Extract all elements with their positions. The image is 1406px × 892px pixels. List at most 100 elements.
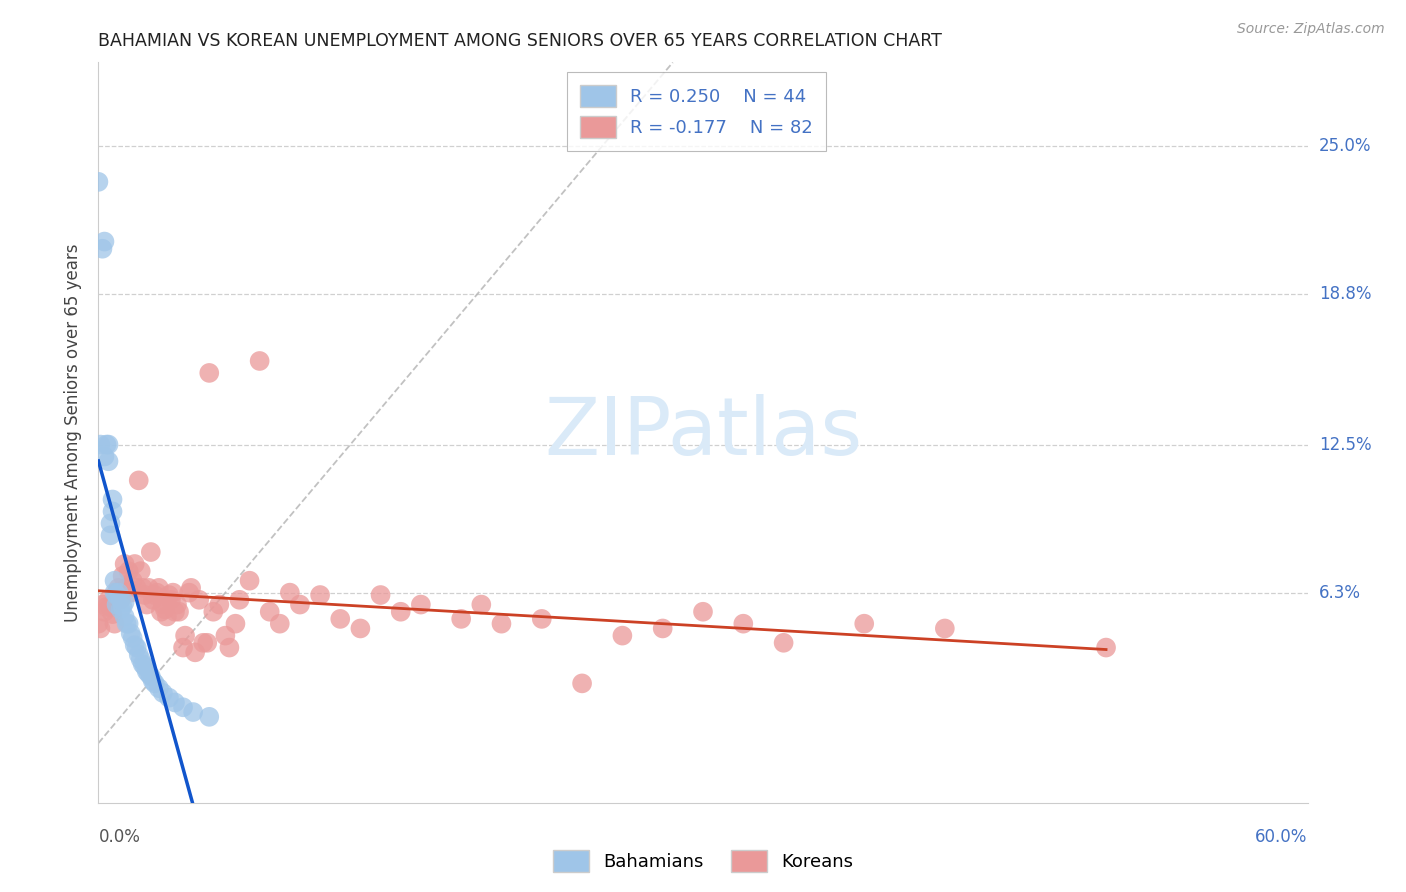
Point [120,626,142,640]
Point [692,605,714,619]
Point [129,564,152,578]
Point [249,354,271,368]
Point [93,235,115,249]
Point [124,638,146,652]
Point [157,690,180,705]
Point [288,598,311,612]
Point [89,622,111,636]
Point [110,602,132,616]
Point [87,175,110,189]
Point [121,574,143,588]
Point [129,652,152,666]
Point [208,598,231,612]
Point [91,242,114,256]
Point [148,681,170,695]
Point [163,605,186,619]
Point [100,516,122,531]
Point [139,545,162,559]
Point [115,581,138,595]
Point [93,450,115,464]
Point [101,504,124,518]
Point [138,581,160,595]
Point [198,710,221,724]
Point [157,588,180,602]
Point [651,622,673,636]
Point [146,585,169,599]
Point [114,595,136,609]
Point [174,629,197,643]
Point [142,592,165,607]
Point [111,599,134,614]
Text: 18.8%: 18.8% [1319,285,1371,303]
Point [309,588,332,602]
Point [329,612,352,626]
Text: 25.0%: 25.0% [1319,137,1371,155]
Point [142,673,165,688]
Point [259,605,281,619]
Point [853,616,876,631]
Point [228,592,250,607]
Point [96,437,118,451]
Text: ZIPatlas: ZIPatlas [544,393,862,472]
Point [103,574,125,588]
Point [148,581,170,595]
Point [101,492,124,507]
Point [180,581,202,595]
Point [143,676,166,690]
Point [239,574,262,588]
Point [107,581,129,595]
Point [181,705,204,719]
Point [370,588,392,602]
Point [115,616,138,631]
Point [269,616,291,631]
Point [107,585,129,599]
Point [218,640,240,655]
Point [125,581,148,595]
Point [96,599,118,614]
Point [114,609,136,624]
Point [172,700,194,714]
Point [163,696,186,710]
Point [97,592,120,607]
Point [128,648,150,662]
Point [120,585,142,599]
Point [166,598,188,612]
Point [409,598,432,612]
Point [198,366,221,380]
Point [143,588,166,602]
Text: Source: ZipAtlas.com: Source: ZipAtlas.com [1237,22,1385,37]
Point [167,605,190,619]
Point [124,557,146,571]
Point [114,557,136,571]
Point [202,605,225,619]
Point [134,659,156,673]
Point [134,588,156,602]
Point [160,592,183,607]
Point [162,585,184,599]
Point [177,585,201,599]
Point [101,607,124,621]
Point [214,629,236,643]
Legend: Bahamians, Koreans: Bahamians, Koreans [546,842,860,879]
Text: 0.0%: 0.0% [98,828,141,846]
Point [125,640,148,655]
Point [110,592,132,607]
Point [103,585,125,599]
Point [118,616,141,631]
Point [111,569,134,583]
Point [105,585,128,599]
Point [93,605,115,619]
Point [733,616,755,631]
Point [172,640,194,655]
Point [135,665,157,679]
Point [470,598,492,612]
Point [450,612,472,626]
Point [389,605,412,619]
Point [118,564,141,578]
Point [188,592,211,607]
Point [132,581,155,595]
Point [100,528,122,542]
Text: 60.0%: 60.0% [1256,828,1308,846]
Point [349,622,371,636]
Point [105,588,128,602]
